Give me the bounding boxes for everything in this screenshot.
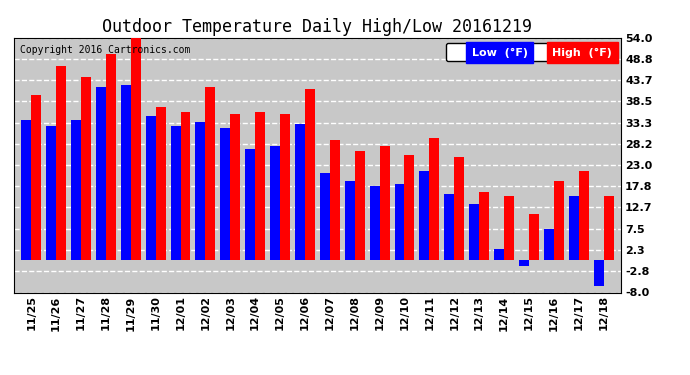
Legend: Low  (°F), High  (°F): Low (°F), High (°F) (446, 43, 615, 61)
Bar (156, 107, 166, 260)
Bar (519, 260, 529, 266)
Bar (96, 87, 106, 260)
Bar (345, 182, 355, 260)
Bar (494, 249, 504, 259)
Bar (146, 116, 156, 260)
Bar (469, 204, 479, 260)
Bar (355, 151, 365, 260)
Bar (395, 183, 404, 260)
Bar (504, 196, 514, 260)
Bar (181, 111, 190, 260)
Bar (554, 182, 564, 260)
Bar (544, 229, 554, 260)
Bar (270, 147, 280, 260)
Bar (330, 140, 339, 260)
Bar (230, 114, 240, 260)
Bar (255, 111, 265, 260)
Text: Copyright 2016 Cartronics.com: Copyright 2016 Cartronics.com (20, 45, 190, 55)
Bar (71, 120, 81, 260)
Bar (380, 147, 390, 260)
Bar (604, 196, 613, 260)
Bar (56, 66, 66, 260)
Bar (21, 120, 31, 260)
Bar (305, 89, 315, 260)
Bar (195, 122, 206, 260)
Bar (220, 128, 230, 260)
Bar (479, 192, 489, 260)
Bar (429, 138, 440, 260)
Bar (245, 148, 255, 260)
Bar (420, 171, 429, 260)
Bar (444, 194, 454, 260)
Bar (106, 54, 116, 259)
Bar (454, 157, 464, 260)
Bar (579, 171, 589, 260)
Bar (131, 38, 141, 260)
Bar (31, 95, 41, 260)
Bar (280, 114, 290, 260)
Bar (121, 85, 131, 260)
Bar (370, 186, 380, 260)
Bar (320, 173, 330, 260)
Bar (569, 196, 579, 260)
Bar (46, 126, 56, 260)
Bar (404, 155, 415, 260)
Title: Outdoor Temperature Daily High/Low 20161219: Outdoor Temperature Daily High/Low 20161… (102, 18, 533, 36)
Bar (206, 87, 215, 260)
Bar (529, 214, 539, 260)
Bar (81, 76, 91, 260)
Bar (170, 126, 181, 260)
Bar (295, 124, 305, 260)
Bar (593, 260, 604, 286)
